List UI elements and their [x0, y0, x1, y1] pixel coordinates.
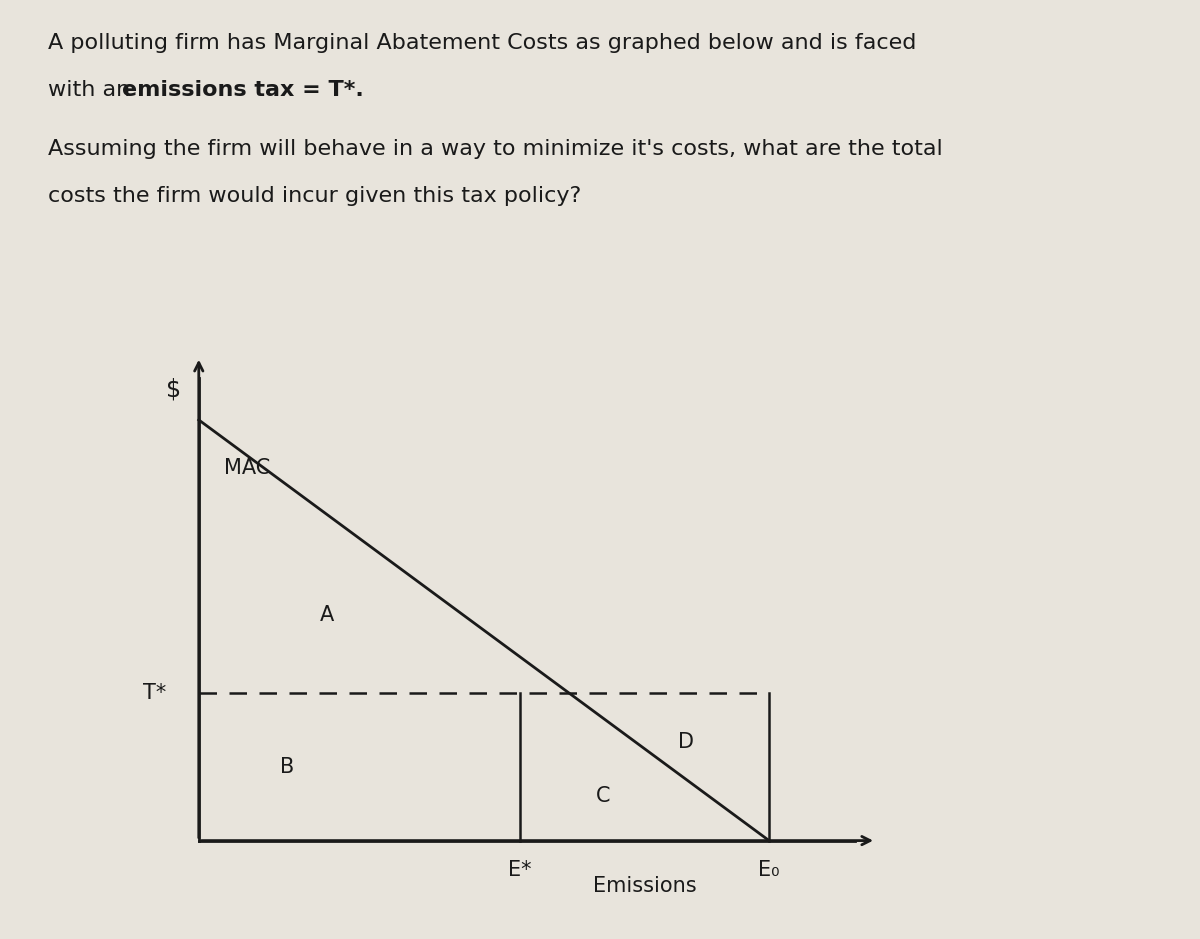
Text: Emissions: Emissions — [593, 876, 696, 897]
Text: $: $ — [167, 377, 181, 402]
Text: D: D — [678, 732, 694, 752]
Text: C: C — [595, 786, 610, 806]
Text: emissions tax = T*.: emissions tax = T*. — [122, 80, 364, 100]
Text: E*: E* — [508, 859, 532, 880]
Text: costs the firm would incur given this tax policy?: costs the firm would incur given this ta… — [48, 186, 581, 206]
Text: MAC: MAC — [223, 458, 270, 478]
Text: B: B — [280, 757, 294, 777]
Text: A: A — [320, 605, 335, 624]
Text: Assuming the firm will behave in a way to minimize it's costs, what are the tota: Assuming the firm will behave in a way t… — [48, 139, 943, 159]
Text: A polluting firm has Marginal Abatement Costs as graphed below and is faced: A polluting firm has Marginal Abatement … — [48, 33, 917, 53]
Text: with an: with an — [48, 80, 137, 100]
Text: T*: T* — [144, 684, 167, 703]
Text: E₀: E₀ — [758, 859, 780, 880]
